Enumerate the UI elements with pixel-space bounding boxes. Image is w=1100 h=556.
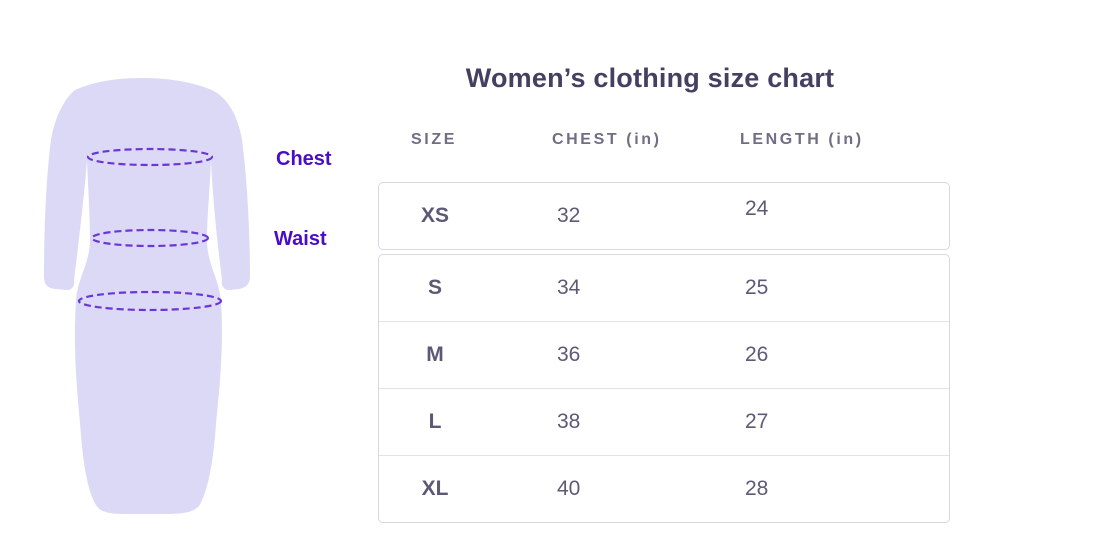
hip-measure-line [77,290,223,312]
table-header-row: SIZE CHEST (in) LENGTH (in) [378,131,950,149]
cell-chest: 40 [557,477,581,500]
cell-length: 24 [745,197,769,220]
cell-size: L [428,410,442,433]
cell-length: 26 [745,343,769,366]
cell-size: S [427,276,442,299]
column-header-chest: CHEST (in) [552,131,662,148]
table-row-box-first: XS 32 24 [378,182,950,250]
cell-length: 27 [745,410,769,433]
cell-size: M [426,343,444,366]
waist-measure-line [90,228,210,248]
cell-chest: 32 [557,204,581,227]
column-header-size: SIZE [411,131,457,148]
table-row: XS 32 24 [379,183,949,249]
cell-chest: 36 [557,343,581,366]
cell-length: 28 [745,477,769,500]
dress-illustration [30,72,260,517]
cell-chest: 34 [557,276,581,299]
cell-chest: 38 [557,410,581,433]
waist-label: Waist [274,228,327,250]
page-title: Women’s clothing size chart [465,63,835,93]
column-header-length: LENGTH (in) [740,131,864,148]
table-row: M 36 26 [379,321,949,388]
chest-label: Chest [276,148,332,170]
table-row: S 34 25 [379,255,949,321]
table-row-box-group: S 34 25 M 36 26 L 38 27 XL 40 28 [378,254,950,523]
table-row: XL 40 28 [379,455,949,522]
cell-length: 25 [745,276,769,299]
dress-body-shape [44,78,250,514]
cell-size: XS [420,204,449,227]
table-row: L 38 27 [379,388,949,455]
dress-silhouette [44,78,250,514]
chest-measure-line [86,147,214,167]
cell-size: XL [421,477,449,500]
size-table: XS 32 24 S 34 25 M 36 26 L 38 27 XL 40 28 [378,182,950,523]
